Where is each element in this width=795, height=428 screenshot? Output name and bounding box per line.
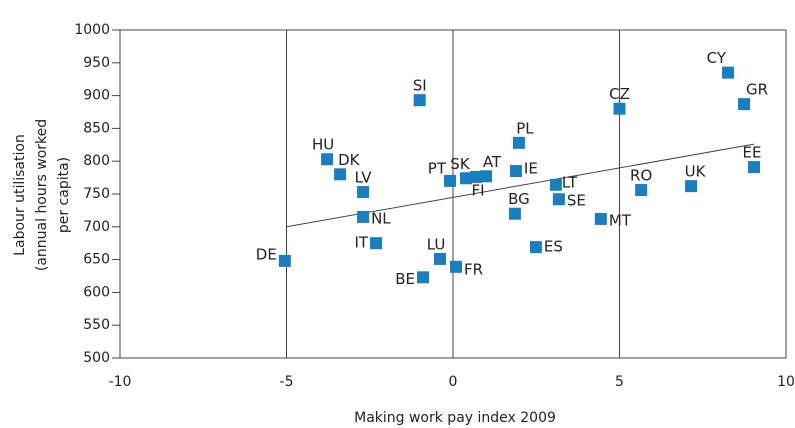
y-tick-label: 600 <box>83 284 110 300</box>
x-tick-label: -5 <box>280 374 294 390</box>
point-label: CY <box>707 49 727 67</box>
point-label: HU <box>312 136 334 154</box>
x-tick-label: -10 <box>109 374 132 390</box>
point <box>552 193 565 206</box>
y-axis-label: Labour utilisation <box>12 134 28 256</box>
point-label: LU <box>427 235 446 253</box>
point-label: SK <box>450 155 471 173</box>
point <box>509 165 522 178</box>
point-label: IE <box>524 160 538 178</box>
y-tick-label: 700 <box>83 219 110 235</box>
point-label: DE <box>256 245 277 263</box>
point-label: FI <box>471 181 484 199</box>
y-axis-label: (annual hours worked <box>34 119 50 271</box>
point-label: DK <box>338 151 361 169</box>
point-label: PT <box>428 159 447 177</box>
point <box>508 207 521 220</box>
point-label: UK <box>685 163 707 181</box>
y-tick-label: 950 <box>83 55 110 71</box>
point <box>334 168 347 181</box>
point <box>594 212 607 225</box>
point <box>685 180 698 193</box>
point-label: BE <box>395 270 415 288</box>
y-tick-label: 550 <box>83 317 110 333</box>
point <box>321 153 334 166</box>
point <box>635 184 648 197</box>
point <box>357 186 370 199</box>
point-label: CZ <box>609 85 630 103</box>
point-label: EE <box>743 144 762 162</box>
point <box>444 174 457 187</box>
y-tick-label: 800 <box>83 153 110 169</box>
y-axis-label: per capita) <box>56 157 72 233</box>
y-tick-label: 500 <box>83 350 110 366</box>
point-label: RO <box>630 167 652 185</box>
point <box>722 66 735 79</box>
x-tick-label: 0 <box>449 374 458 390</box>
point-label: BG <box>508 190 530 208</box>
point <box>549 178 562 191</box>
y-tick-label: 900 <box>83 88 110 104</box>
point-label: GR <box>746 81 768 99</box>
point-label: SI <box>413 77 427 95</box>
point-label: PL <box>516 119 534 137</box>
point-label: LT <box>562 173 578 191</box>
y-tick-label: 1000 <box>74 22 110 38</box>
point <box>748 161 761 174</box>
point <box>529 241 542 254</box>
point <box>278 254 291 267</box>
y-tick-label: 850 <box>83 120 110 136</box>
y-tick-label: 650 <box>83 252 110 268</box>
point-label: FR <box>464 260 483 278</box>
point <box>357 210 370 223</box>
point <box>417 271 430 284</box>
point <box>413 94 426 107</box>
point-label: MT <box>609 211 632 229</box>
point-label: LV <box>355 169 373 187</box>
point-label: NL <box>371 209 391 227</box>
point <box>449 260 462 273</box>
point <box>479 170 492 183</box>
point <box>434 252 447 265</box>
point-label: IT <box>354 234 368 252</box>
x-axis-label: Making work pay index 2009 <box>354 410 556 426</box>
point-label: SE <box>567 192 586 210</box>
point <box>469 170 482 183</box>
point <box>738 98 751 111</box>
point <box>459 172 472 185</box>
point-label: AT <box>483 153 502 171</box>
x-tick-label: 10 <box>777 374 795 390</box>
point <box>613 102 626 115</box>
point <box>370 237 383 250</box>
point-label: ES <box>544 238 563 256</box>
point <box>512 136 525 149</box>
y-tick-label: 750 <box>83 186 110 202</box>
x-tick-label: 5 <box>615 374 624 390</box>
